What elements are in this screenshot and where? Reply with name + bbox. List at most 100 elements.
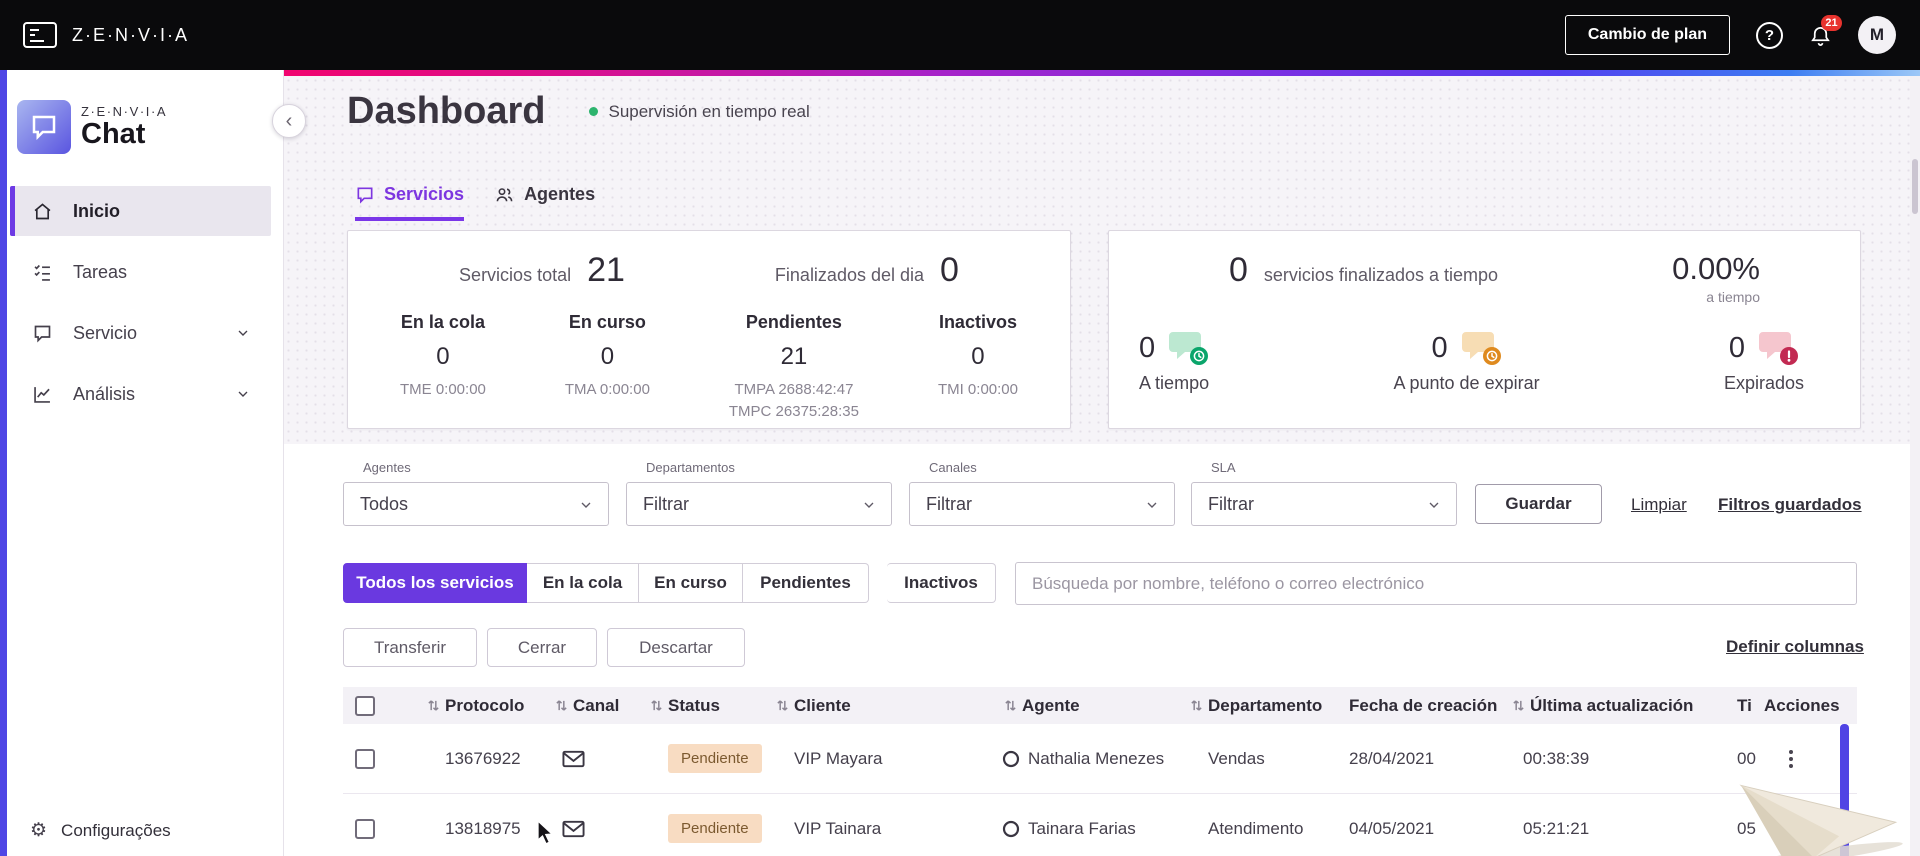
segment-en-curso[interactable]: En curso	[639, 563, 743, 603]
chat-icon	[32, 323, 53, 344]
row-checkbox[interactable]	[355, 748, 375, 769]
segment-en-la-cola[interactable]: En la cola	[527, 563, 639, 603]
sidebar-nav: Inicio Tareas Servicio	[0, 186, 283, 419]
define-columns-link[interactable]: Definir columnas	[1726, 637, 1864, 656]
chat-bubble-icon	[355, 185, 375, 205]
zenvia-brand-text: Z·E·N·V·I·A	[72, 24, 189, 45]
on-time-icon	[1167, 329, 1209, 367]
column-header-agente[interactable]: Agente	[997, 696, 1183, 716]
settings-label: Configurações	[61, 820, 171, 840]
search-input[interactable]	[1015, 562, 1857, 605]
segment-pendientes[interactable]: Pendientes	[743, 563, 869, 603]
channels-filter-select[interactable]: Filtrar	[909, 482, 1175, 526]
filter-label-departamentos: Departamentos	[646, 460, 735, 475]
chevron-down-icon	[578, 497, 594, 513]
page-scrollbar-thumb[interactable]	[1912, 159, 1918, 214]
column-header-cliente[interactable]: Cliente	[769, 696, 997, 716]
sort-icon	[651, 700, 662, 711]
logo-brand-text: Z·E·N·V·I·A	[81, 104, 168, 120]
sla-on-time: 0 A tiempo	[1139, 329, 1209, 394]
sidebar: Z·E·N·V·I·A Chat Inicio	[0, 70, 284, 856]
cell-agent: Nathalia Menezes	[1028, 748, 1165, 768]
tab-servicios[interactable]: Servicios	[355, 184, 465, 221]
sort-icon	[428, 700, 439, 711]
stat-en-la-cola: En la cola 0 TME 0:00:00	[400, 312, 486, 398]
services-table: Protocolo Canal Status Cliente Agente	[343, 687, 1857, 856]
dashboard-tabs: Servicios Agentes	[355, 184, 595, 221]
chart-icon	[32, 384, 53, 405]
status-badge: Pendiente	[668, 744, 762, 773]
email-icon	[548, 750, 643, 768]
discard-button[interactable]: Descartar	[607, 628, 745, 667]
table-row: 13818975 Pendiente VIP Tainara Tainara F…	[343, 794, 1857, 856]
sla-finished-value: 0	[1229, 251, 1248, 289]
column-header-fecha-creacion[interactable]: Fecha de creación	[1349, 695, 1498, 715]
service-filter-tabs: Todos los servicios En la cola En curso …	[343, 563, 996, 603]
column-header-canal[interactable]: Canal	[548, 696, 643, 716]
saved-filters-link[interactable]: Filtros guardados	[1718, 495, 1862, 514]
sidebar-item-inicio[interactable]: Inicio	[10, 186, 271, 236]
gear-icon: ⚙	[30, 820, 48, 841]
departments-filter-select[interactable]: Filtrar	[626, 482, 892, 526]
sort-icon	[1191, 700, 1202, 711]
cell-department: Atendimento	[1208, 818, 1304, 838]
expired-icon	[1757, 329, 1799, 367]
sla-finished-label: servicios finalizados a tiempo	[1263, 265, 1499, 285]
row-actions-menu-icon[interactable]	[1785, 746, 1797, 772]
table-row: 13676922 Pendiente VIP Mayara Nathalia M…	[343, 724, 1857, 794]
finished-today-value: 0	[940, 251, 959, 289]
chevron-down-icon	[1426, 497, 1442, 513]
zenvia-chat-logo-icon	[17, 100, 71, 154]
sla-filter-select[interactable]: Filtrar	[1191, 482, 1457, 526]
filter-label-agentes: Agentes	[363, 460, 411, 475]
table-scrollbar-thumb[interactable]	[1840, 724, 1849, 856]
sidebar-collapse-button[interactable]: ‹	[272, 104, 306, 138]
tasks-icon	[32, 262, 53, 283]
stat-en-curso: En curso 0 TMA 0:00:00	[564, 312, 650, 398]
clear-filters-link[interactable]: Limpiar	[1631, 495, 1687, 514]
filter-label-sla: SLA	[1211, 460, 1236, 475]
row-checkbox[interactable]	[355, 818, 375, 839]
stat-pendientes: Pendientes 21 TMPA 2688:42:47 TMPC 26375:…	[728, 312, 859, 420]
sidebar-item-label: Análisis	[73, 383, 136, 404]
sla-about-to-expire: 0 A punto de expirar	[1393, 329, 1539, 394]
services-total-value: 21	[587, 251, 625, 289]
sort-icon	[556, 700, 567, 711]
sidebar-item-label: Inicio	[73, 200, 121, 221]
segment-inactivos[interactable]: Inactivos	[887, 563, 996, 603]
notification-badge: 21	[1821, 14, 1842, 31]
chevron-down-icon	[235, 325, 251, 341]
zenvia-logo-icon	[22, 20, 58, 50]
select-all-checkbox[interactable]	[355, 695, 375, 716]
services-total-label: Servicios total	[459, 265, 572, 285]
sidebar-item-tareas[interactable]: Tareas	[10, 247, 271, 297]
brand-gradient-bar	[284, 70, 1920, 76]
about-to-expire-icon	[1460, 329, 1502, 367]
sidebar-item-settings[interactable]: ⚙ Configurações	[30, 819, 171, 842]
cell-created: 04/05/2021	[1349, 818, 1435, 838]
save-filters-button[interactable]: Guardar	[1475, 484, 1602, 524]
filter-label-canales: Canales	[929, 460, 977, 475]
change-plan-button[interactable]: Cambio de plan	[1564, 15, 1730, 55]
column-header-ultima-actualizacion[interactable]: Última actualización	[1505, 696, 1720, 716]
help-icon[interactable]: ?	[1756, 21, 1783, 49]
sidebar-item-label: Tareas	[73, 261, 128, 282]
column-header-departamento[interactable]: Departamento	[1183, 696, 1329, 716]
tab-agentes[interactable]: Agentes	[494, 184, 595, 221]
avatar[interactable]: M	[1858, 16, 1896, 54]
close-button[interactable]: Cerrar	[487, 628, 597, 667]
cell-updated: 00:38:39	[1523, 748, 1590, 768]
sidebar-item-servicio[interactable]: Servicio	[10, 308, 271, 358]
column-header-protocolo[interactable]: Protocolo	[420, 696, 548, 716]
column-header-tiempo[interactable]: Ti	[1737, 695, 1752, 715]
column-header-status[interactable]: Status	[643, 696, 769, 716]
notifications-button[interactable]: 21	[1809, 14, 1842, 48]
transfer-button[interactable]: Transferir	[343, 628, 477, 667]
agents-filter-select[interactable]: Todos	[343, 482, 609, 526]
sidebar-item-analisis[interactable]: Análisis	[10, 369, 271, 419]
logo-product-text: Chat	[81, 118, 146, 151]
finished-today-label: Finalizados del dia	[774, 265, 925, 285]
page-scrollbar	[1910, 76, 1920, 856]
sla-summary-card: 0 servicios finalizados a tiempo 0.00% a…	[1108, 230, 1861, 429]
segment-todos-los-servicios[interactable]: Todos los servicios	[343, 563, 527, 603]
